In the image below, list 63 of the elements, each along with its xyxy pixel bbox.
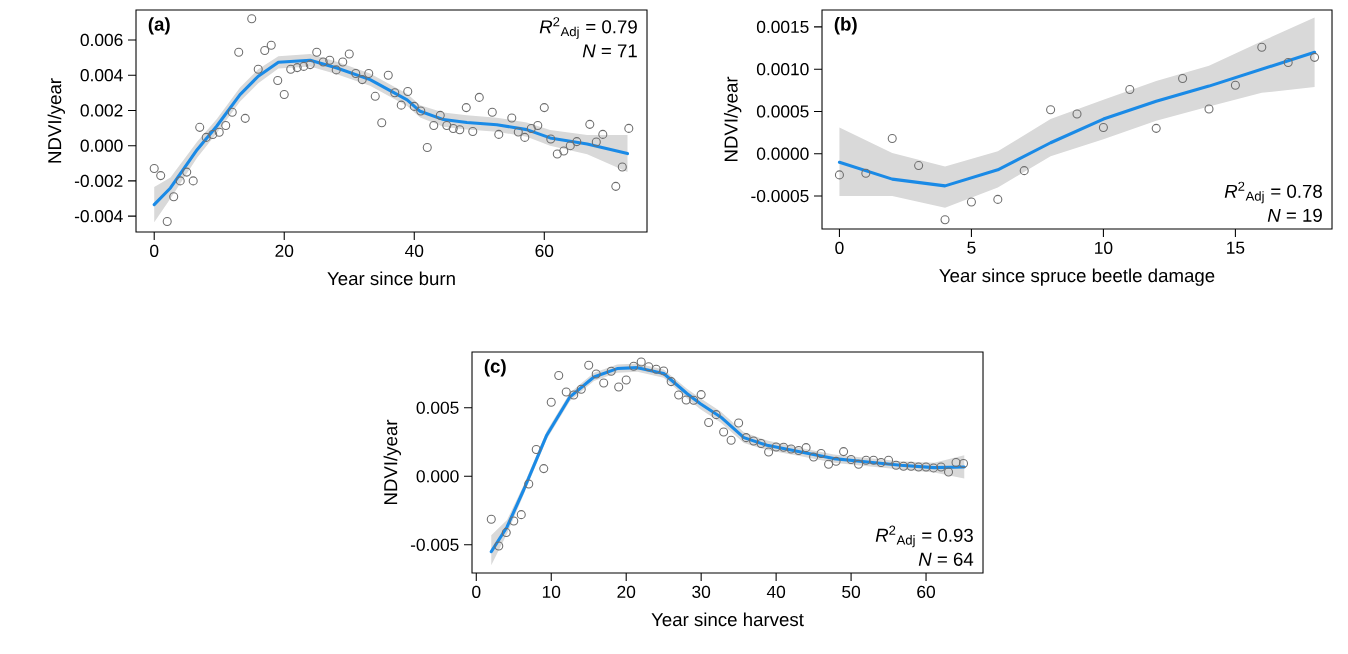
y-tick-label: 0.0005 xyxy=(756,105,809,118)
annotation: R$^{2}$$_{Adj}$ = 0.78 xyxy=(1224,181,1322,204)
y-tick-label: 0.0000 xyxy=(756,147,809,160)
point xyxy=(1046,105,1056,115)
x-tick-label: 5 xyxy=(967,241,976,254)
x-tick-label: 10 xyxy=(542,585,561,598)
point xyxy=(940,215,950,225)
point xyxy=(1257,42,1267,52)
y-tick-label: -0.0005 xyxy=(751,189,809,203)
point xyxy=(1125,84,1135,95)
x-tick-label: 20 xyxy=(275,244,294,257)
y-tick-label: 0.002 xyxy=(80,104,123,117)
point xyxy=(1151,123,1161,133)
x-tick-label: 0 xyxy=(150,244,159,257)
annotation: N = 71 xyxy=(582,44,637,58)
annotation: N = 19 xyxy=(1267,208,1322,222)
x-tick-label: 30 xyxy=(692,585,711,598)
y-tick-label: 0.000 xyxy=(416,470,459,483)
point xyxy=(1019,166,1029,176)
x-tick-label: 40 xyxy=(405,244,424,257)
y-tick-label: -0.002 xyxy=(74,174,123,188)
point xyxy=(887,133,897,144)
x-tick-label: 20 xyxy=(617,585,636,598)
annotation: R$^{2}$$_{Adj}$ = 0.93 xyxy=(875,525,973,548)
point xyxy=(966,197,976,207)
y-tick-label: 0.0010 xyxy=(756,63,809,76)
annotation: R$^{2}$$_{Adj}$ = 0.79 xyxy=(539,17,637,39)
y-tick-label: -0.004 xyxy=(74,210,123,223)
point xyxy=(1230,80,1240,90)
x-tick-label: 0 xyxy=(835,241,844,254)
x-tick-label: 60 xyxy=(917,585,936,598)
chart-title: (b) xyxy=(834,17,857,35)
chart-title: (a) xyxy=(148,17,170,35)
x-tick-label: 40 xyxy=(766,585,786,598)
y-axis-title: NDVI/year xyxy=(47,78,65,163)
chart-title: (c) xyxy=(484,359,506,377)
x-tick-label: 10 xyxy=(1095,241,1113,254)
point xyxy=(861,168,871,178)
point xyxy=(1178,73,1188,84)
y-tick-label: 0.004 xyxy=(80,69,123,82)
point xyxy=(834,170,844,180)
x-axis-title: Year since spruce beetle damage xyxy=(939,268,1215,286)
y-tick-label: 0.0015 xyxy=(756,20,809,34)
x-axis-title: Year since burn xyxy=(327,271,455,286)
point xyxy=(1072,109,1082,119)
point xyxy=(1310,52,1320,62)
point xyxy=(1283,57,1293,67)
y-tick-label: 0.005 xyxy=(416,401,459,414)
y-tick-label: 0.006 xyxy=(80,33,123,47)
x-tick-label: 0 xyxy=(472,585,481,598)
annotation: N = 64 xyxy=(918,552,974,566)
y-axis-title: NDVI/year xyxy=(383,419,401,505)
y-tick-label: 0.000 xyxy=(80,139,123,152)
point xyxy=(1098,122,1108,133)
x-tick-label: 15 xyxy=(1227,241,1245,254)
point xyxy=(914,161,924,171)
point xyxy=(993,194,1003,204)
y-tick-label: -0.005 xyxy=(410,538,459,551)
x-axis-title: Year since harvest xyxy=(651,612,804,627)
x-tick-label: 60 xyxy=(535,244,554,257)
point xyxy=(1204,104,1214,114)
y-axis-title: NDVI/year xyxy=(723,76,742,162)
x-tick-label: 50 xyxy=(842,585,861,598)
